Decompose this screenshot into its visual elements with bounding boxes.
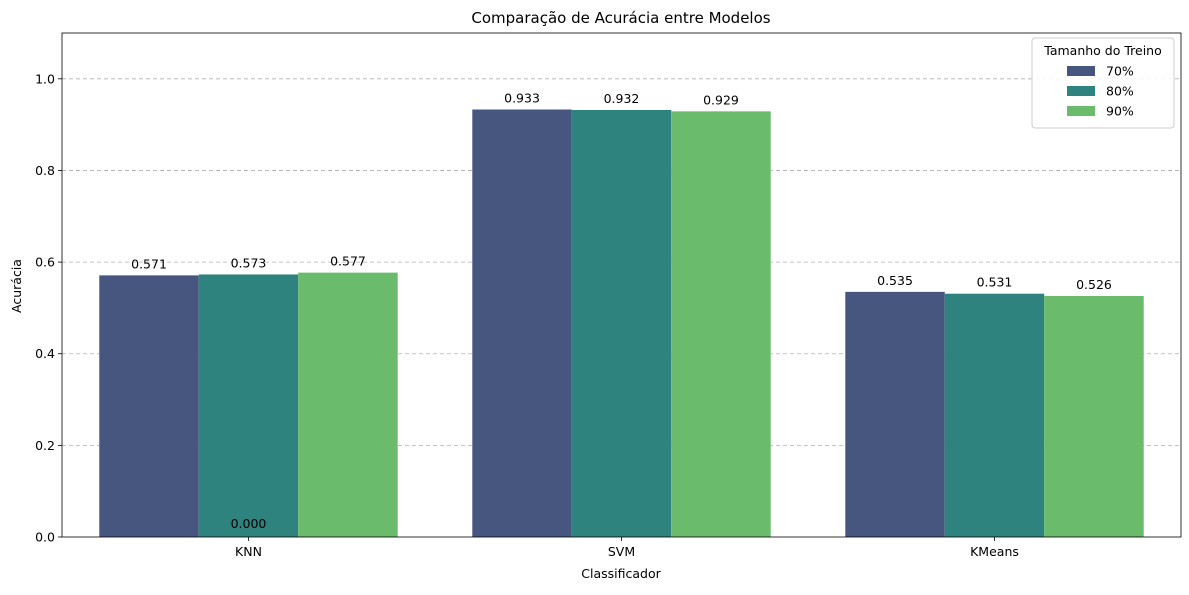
x-tick-label: SVM xyxy=(608,544,635,559)
legend-items: 70% 80% 90% xyxy=(1067,64,1134,119)
bar-kmeans-80 xyxy=(944,293,1045,537)
data-label: 0.573 xyxy=(231,255,267,270)
extra-annotation: 0.000 xyxy=(231,516,267,531)
legend: Tamanho do Treino 70% 80% 90% xyxy=(1031,37,1175,129)
bar-svm-90 xyxy=(671,111,771,537)
bar-knn-90 xyxy=(298,272,398,537)
bar-knn-70 xyxy=(99,275,199,537)
bar-svm-80 xyxy=(571,109,672,537)
y-tick-label: 0.6 xyxy=(35,255,55,270)
data-label: 0.571 xyxy=(131,256,167,271)
y-tick-label: 0.2 xyxy=(35,438,55,453)
data-labels: 0.571 0.573 0.577 0.933 0.932 0.929 0.535 0.531… xyxy=(131,91,1112,531)
chart-title: Comparação de Acurácia entre Modelos xyxy=(471,9,770,27)
legend-title: Tamanho do Treino xyxy=(1043,43,1161,58)
legend-swatch xyxy=(1067,66,1095,76)
y-axis-label: Acurácia xyxy=(9,259,24,313)
bar-knn-80 xyxy=(198,274,299,537)
x-tick-label: KNN xyxy=(235,544,262,559)
legend-label: 90% xyxy=(1106,104,1134,119)
y-tick-label: 0.8 xyxy=(35,163,55,178)
bars xyxy=(99,109,1144,538)
y-tick-label: 0.0 xyxy=(35,530,55,545)
legend-label: 80% xyxy=(1106,84,1134,99)
data-label: 0.929 xyxy=(703,92,739,107)
legend-swatch xyxy=(1067,86,1095,96)
data-label: 0.531 xyxy=(977,275,1013,290)
y-tick-label: 1.0 xyxy=(35,71,55,86)
x-axis-label: Classificador xyxy=(581,566,661,581)
y-tick-label: 0.4 xyxy=(35,346,55,361)
legend-label: 70% xyxy=(1106,64,1134,79)
data-label: 0.577 xyxy=(330,254,366,269)
axes: 0.0 0.2 0.4 0.6 0.8 1.0 KNN SVM KMeans xyxy=(35,71,1019,559)
data-label: 0.932 xyxy=(604,91,640,106)
bar-svm-70 xyxy=(472,109,572,538)
bar-kmeans-70 xyxy=(845,291,945,537)
bar-kmeans-90 xyxy=(1044,295,1144,537)
legend-box xyxy=(1031,37,1175,129)
data-label: 0.933 xyxy=(504,91,540,106)
legend-swatch xyxy=(1067,106,1095,116)
x-tick-label: KMeans xyxy=(970,544,1019,559)
data-label: 0.535 xyxy=(877,273,913,288)
data-label: 0.526 xyxy=(1076,277,1112,292)
